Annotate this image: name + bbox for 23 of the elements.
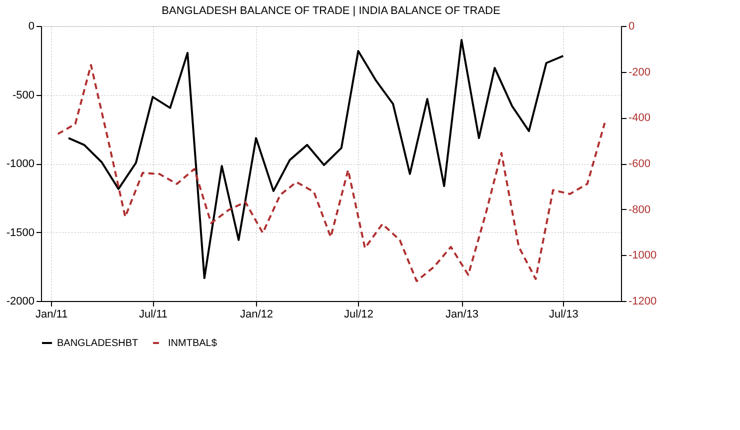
line-series	[56, 64, 606, 282]
x-tick-label: Jul/13	[548, 308, 578, 320]
y2-tick-label: -1200	[628, 296, 657, 308]
x-tick-label: Jan/13	[446, 308, 479, 320]
y2-tick-label: 0	[628, 20, 635, 32]
y-tick-label: 0	[28, 20, 34, 32]
legend-label: BANGLADESHBT	[57, 338, 138, 349]
x-tick-label: Jan/12	[240, 308, 274, 320]
y2-tick-label: -600	[628, 158, 651, 170]
y-tick-label: -2000	[6, 296, 34, 308]
x-tick-label: Jul/11	[138, 308, 168, 320]
line-series	[68, 39, 564, 280]
y2-tick-label: -200	[628, 66, 651, 78]
y-tick-label: -1500	[6, 226, 34, 239]
chart-title: BANGLADESH BALANCE OF TRADE | INDIA BALANCE OF TRADE	[162, 5, 500, 17]
y2-tick-label: -800	[628, 204, 651, 216]
x-tick-label: Jul/12	[344, 308, 374, 320]
y2-tick-label: -400	[628, 112, 651, 124]
y-tick-label: -500	[12, 89, 34, 102]
y2-tick-label: -1000	[628, 250, 657, 262]
legend-label: INMTBAL$	[168, 338, 218, 349]
x-tick-label: Jan/11	[35, 308, 68, 320]
y-tick-label: -1000	[6, 158, 34, 170]
